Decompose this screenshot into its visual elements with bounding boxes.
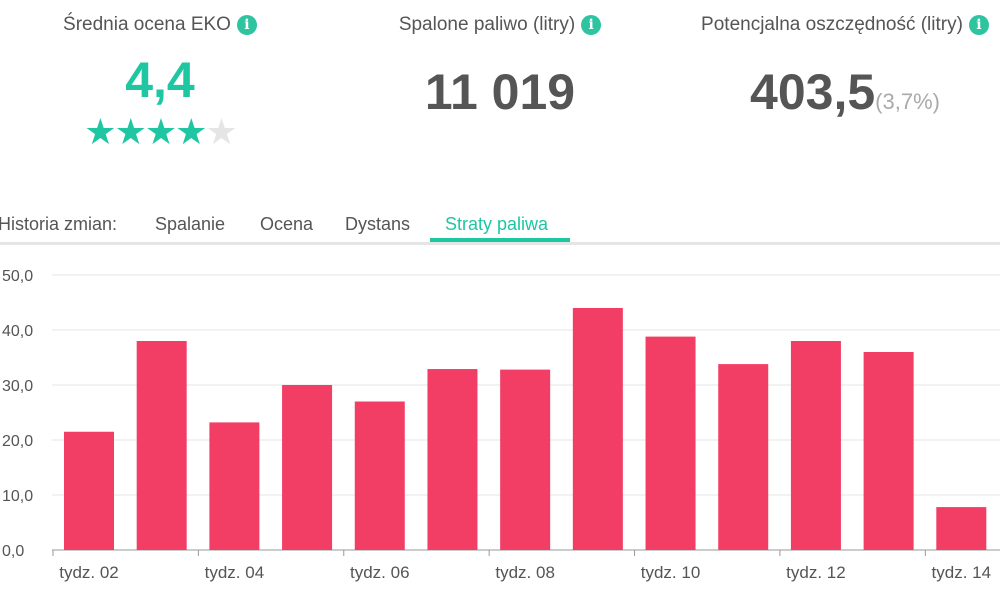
fuel-burned-value: 11 019 xyxy=(424,64,576,120)
star-filled-icon: ★ xyxy=(175,111,207,152)
kpi-potential-savings-label: Potencjalna oszczędność (litry) xyxy=(701,14,963,35)
tab-straty-paliwa[interactable]: Straty paliwa xyxy=(445,214,549,234)
x-tick-label: tydz. 04 xyxy=(205,563,265,582)
star-filled-icon: ★ xyxy=(144,111,177,152)
x-tick-label: tydz. 08 xyxy=(495,563,555,582)
bar-tydz-06 xyxy=(354,401,405,550)
kpi-potential-savings: Potencjalna oszczędność (litry) i 403,5(… xyxy=(690,14,1000,130)
history-tabs: Historia zmian: Spalanie Ocena Dystans S… xyxy=(0,208,1000,245)
info-icon[interactable]: i xyxy=(581,15,602,35)
bar-tydz-03 xyxy=(136,341,187,550)
potential-savings-number: 403,5 xyxy=(750,64,876,120)
bar-tydz-11 xyxy=(718,364,769,550)
bar-tydz-09 xyxy=(572,308,623,550)
bar-tydz-13 xyxy=(863,352,914,550)
history-label: Historia zmian: xyxy=(0,214,118,234)
x-tick-label: tydz. 14 xyxy=(932,563,992,582)
fuel-loss-bar-chart: 0,0 10,0 20,0 30,0 40,0 50,0 tydz. 02 tydz. 04 t… xyxy=(2,268,1000,582)
star-filled-icon: ★ xyxy=(114,111,147,152)
bar-tydz-05 xyxy=(282,385,333,550)
potential-savings-value: 403,5(3,7%) xyxy=(690,64,1000,130)
active-tab-indicator xyxy=(430,238,570,242)
bar-tydz-02 xyxy=(64,431,114,550)
kpi-potential-savings-title: Potencjalna oszczędność (litry) i xyxy=(690,14,1000,36)
bar-tydz-12 xyxy=(790,341,841,550)
y-tick-label: 10,0 xyxy=(2,488,33,505)
x-tick-label: tydz. 12 xyxy=(786,563,846,582)
kpi-eco-score: Średnia ocena EKO i 4,4 ★★★★★ xyxy=(40,14,280,150)
tab-dystans[interactable]: Dystans xyxy=(345,214,411,234)
info-icon[interactable]: i xyxy=(236,15,257,35)
star-empty-icon: ★ xyxy=(205,111,237,152)
tab-ocena[interactable]: Ocena xyxy=(260,214,314,234)
bar-tydz-10 xyxy=(645,336,696,550)
potential-savings-percent: (3,7%) xyxy=(875,89,940,114)
bar-tydz-08 xyxy=(500,369,551,550)
y-tick-label: 50,0 xyxy=(2,268,33,285)
kpi-eco-score-label: Średnia ocena EKO xyxy=(63,14,231,35)
bar-tydz-14 xyxy=(936,507,987,550)
star-rating: ★★★★★ xyxy=(40,114,280,150)
x-tick-label: tydz. 02 xyxy=(59,563,119,582)
bar-tydz-07 xyxy=(427,369,478,550)
kpi-fuel-burned-label: Spalone paliwo (litry) xyxy=(398,14,576,35)
kpi-fuel-burned: Spalone paliwo (litry) i 11 019 xyxy=(380,14,620,120)
bar-tydz-04 xyxy=(209,422,260,550)
star-filled-icon: ★ xyxy=(84,111,116,152)
y-tick-label: 30,0 xyxy=(2,378,33,395)
y-tick-label: 40,0 xyxy=(2,323,33,340)
y-tick-label: 20,0 xyxy=(2,433,33,450)
y-tick-label: 0,0 xyxy=(2,543,24,560)
eco-score-value: 4,4 xyxy=(125,52,195,108)
kpi-fuel-burned-title: Spalone paliwo (litry) i xyxy=(380,14,620,36)
x-tick-label: tydz. 06 xyxy=(350,563,410,582)
tab-spalanie[interactable]: Spalanie xyxy=(155,214,226,234)
x-tick-label: tydz. 10 xyxy=(641,563,701,582)
kpi-eco-score-title: Średnia ocena EKO i xyxy=(40,14,280,36)
info-icon[interactable]: i xyxy=(968,15,989,35)
